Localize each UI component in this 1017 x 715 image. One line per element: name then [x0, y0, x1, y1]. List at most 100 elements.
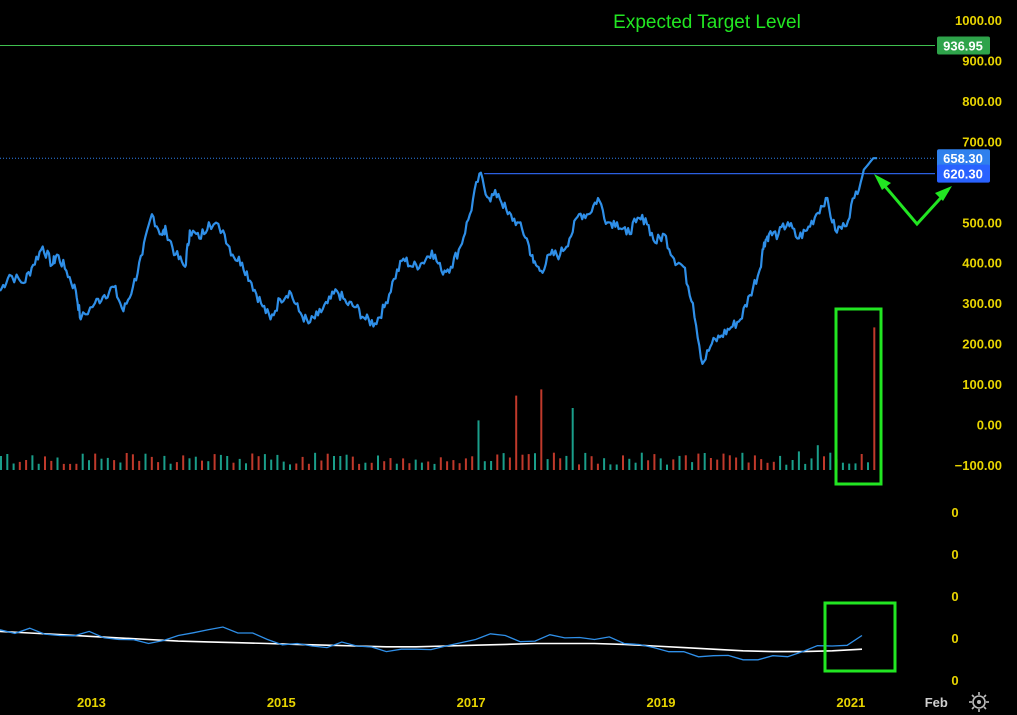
indicator-pane — [0, 626, 863, 661]
volume-bar — [439, 457, 442, 470]
volume-bar — [44, 456, 46, 470]
volume-bar — [546, 459, 549, 470]
volume-bar — [81, 453, 84, 470]
volume-bar — [753, 455, 756, 470]
volume-bar — [684, 455, 687, 470]
volume-bar — [144, 453, 147, 470]
volume-bar — [697, 453, 700, 470]
volume-bar — [6, 454, 9, 470]
volume-bar — [735, 457, 738, 470]
volume-bar — [534, 453, 536, 470]
volume-bar — [458, 463, 461, 470]
volume-bar — [345, 454, 348, 470]
volume-bar — [320, 460, 323, 470]
indicator-tick-label: 0 — [951, 631, 958, 646]
volume-bar — [219, 454, 222, 470]
volume-bar — [603, 458, 606, 470]
volume-bar — [276, 454, 279, 470]
indicator-tick-label: 0 — [951, 547, 958, 562]
time-tick-label: Feb — [925, 695, 948, 710]
volume-bar — [245, 463, 247, 470]
annotation-title: Expected Target Level — [613, 12, 801, 33]
volume-bar — [640, 452, 643, 470]
volume-bar — [213, 454, 216, 470]
volume-bar — [779, 455, 782, 470]
volume-bar — [395, 463, 398, 470]
volume-bar — [584, 452, 587, 470]
arrow-head-right — [935, 186, 952, 201]
volume-bar — [615, 464, 618, 470]
price-series-line — [0, 157, 878, 365]
price-tick-label: 300.00 — [962, 296, 1002, 311]
price-tick-label: 700.00 — [962, 134, 1002, 149]
volume-bar — [433, 463, 436, 470]
volume-bar — [647, 460, 650, 470]
volume-bar — [596, 463, 599, 470]
price-tick-label: 800.00 — [962, 94, 1002, 109]
volume-bar — [88, 460, 90, 470]
volume-bar — [709, 458, 712, 470]
price-tick-label: 500.00 — [962, 215, 1002, 230]
volume-bar — [810, 458, 813, 470]
volume-bar — [257, 456, 260, 470]
volume-bar — [515, 395, 518, 470]
volume-bar — [483, 461, 486, 470]
volume-bar — [238, 458, 241, 470]
volume-bar — [427, 461, 430, 470]
volume-bar — [823, 456, 825, 470]
volume-bar — [659, 458, 662, 470]
volume-bar — [226, 456, 229, 470]
volume-bar — [295, 463, 298, 470]
time-tick-label: 2015 — [267, 695, 296, 710]
volume-bar — [370, 462, 373, 470]
target-badge-label: 936.95 — [943, 39, 983, 54]
volume-bar — [18, 461, 21, 470]
volume-bar — [791, 460, 794, 470]
time-tick-label: 2019 — [647, 695, 676, 710]
price-tick-label: 400.00 — [962, 256, 1002, 271]
volume-bar — [289, 464, 291, 470]
volume-bar — [490, 461, 493, 470]
current-badge-label: 658.30 — [943, 151, 983, 166]
volume-bar — [50, 460, 53, 470]
volume-bar — [816, 445, 819, 470]
target-arrow-line — [876, 177, 950, 227]
volume-bar — [326, 453, 329, 470]
volume-bar — [333, 456, 335, 470]
volume-bar — [408, 463, 411, 470]
volume-bar — [508, 457, 511, 470]
indicator-axis: 0 0 0 0 0 — [951, 505, 958, 688]
volume-bar — [609, 464, 612, 470]
volume-bar — [860, 454, 863, 470]
volume-bar — [521, 454, 524, 470]
volume-bar — [163, 455, 166, 470]
volume-bar — [716, 459, 719, 470]
volume-bar — [351, 456, 354, 470]
volume-bar — [31, 455, 34, 470]
volume-bar — [182, 455, 185, 470]
volume-bar — [307, 463, 310, 470]
volume-bar — [766, 462, 769, 470]
volume-bar — [653, 454, 656, 470]
settings-gear-icon[interactable] — [969, 692, 989, 712]
volume-bar — [106, 457, 109, 470]
price-tick-label: 200.00 — [962, 337, 1002, 352]
volume-bar — [622, 455, 624, 470]
volume-bar — [867, 462, 869, 470]
volume-bar — [747, 462, 750, 470]
time-tick-label: 2013 — [77, 695, 106, 710]
volume-bar — [56, 457, 59, 470]
volume-bar — [113, 460, 116, 470]
volume-bars — [0, 327, 876, 470]
volume-bar — [383, 461, 386, 470]
volume-bar — [873, 327, 876, 470]
volume-bar — [804, 463, 807, 470]
volume-highlight-box — [834, 307, 883, 486]
volume-bar — [471, 456, 474, 470]
volume-bar — [131, 454, 134, 470]
resistance-badge-bg — [937, 164, 990, 183]
time-tick-label: 2017 — [457, 695, 486, 710]
volume-bar — [270, 459, 273, 470]
